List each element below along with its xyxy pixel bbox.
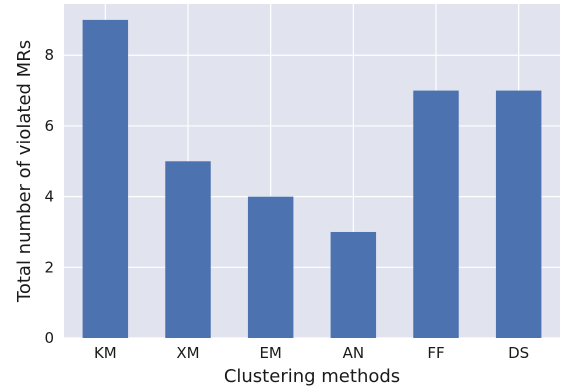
bar-xm xyxy=(165,161,210,338)
x-tick-label: FF xyxy=(427,344,444,362)
y-axis-label: Total number of violated MRs xyxy=(14,40,35,303)
x-tick-label: KM xyxy=(94,344,117,362)
bar-ds xyxy=(496,91,541,338)
y-tick-label: 2 xyxy=(44,258,54,276)
y-tick-labels: 0 2 4 6 8 xyxy=(44,46,54,347)
x-tick-label: EM xyxy=(259,344,281,362)
plot-area xyxy=(64,4,560,338)
bar-an xyxy=(331,232,376,338)
x-tick-label: XM xyxy=(176,344,199,362)
y-tick-label: 6 xyxy=(44,117,54,135)
y-tick-label: 4 xyxy=(44,188,54,206)
bar-ff xyxy=(413,91,458,338)
bar-em xyxy=(248,197,293,338)
x-tick-label: AN xyxy=(343,344,364,362)
y-tick-label: 0 xyxy=(44,329,54,347)
x-tick-labels: KM XM EM AN FF DS xyxy=(94,344,529,362)
x-axis-label: Clustering methods xyxy=(224,366,400,387)
bar-km xyxy=(83,20,128,338)
y-tick-label: 8 xyxy=(44,46,54,64)
x-tick-label: DS xyxy=(508,344,529,362)
